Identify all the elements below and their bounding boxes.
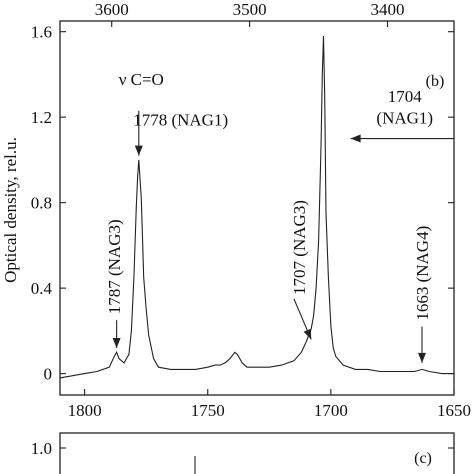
panel-label-b: (b) bbox=[426, 73, 445, 90]
arrow-head bbox=[418, 352, 426, 363]
ticks-group-b: 1800 1750 1700 1650 3600 3500 3400 0 0.4 0.8 1.2 1.… bbox=[31, 0, 471, 420]
panel-b: (b) Optical density, rel.u. 1800 1750 1700… bbox=[1, 0, 471, 420]
annotations-group: ν C=O 1778 (NAG1) 1704 (NAG1) 1787 (NAG3) 170… bbox=[105, 70, 433, 321]
x-tick-label: 1750 bbox=[191, 401, 225, 420]
plot-frame-b bbox=[59, 20, 455, 396]
annotation-label: ν C=O bbox=[119, 70, 164, 89]
spectrum-line bbox=[59, 35, 454, 379]
arrow-head bbox=[134, 145, 143, 156]
annotation-label: 1787 (NAG3) bbox=[105, 219, 124, 314]
x-tick-label: 1700 bbox=[314, 401, 348, 420]
annotation-label: 1778 (NAG1) bbox=[133, 111, 228, 130]
top-tick-label: 3600 bbox=[95, 0, 129, 19]
ticks-group-c: 1.0 bbox=[31, 439, 454, 458]
y-tick-label: 0.8 bbox=[31, 194, 52, 213]
y-tick-label: 0 bbox=[44, 365, 53, 384]
y-axis-label: Optical density, rel.u. bbox=[1, 137, 20, 283]
arrow-head bbox=[112, 338, 121, 348]
plot-frame-c bbox=[59, 432, 455, 474]
annotation-label: (NAG1) bbox=[376, 109, 433, 128]
top-tick-label: 3500 bbox=[233, 0, 267, 19]
top-tick-label: 3400 bbox=[371, 0, 405, 19]
y-tick-label-c: 1.0 bbox=[31, 439, 52, 458]
arrows-group bbox=[112, 110, 454, 363]
x-tick-label: 1650 bbox=[437, 401, 471, 420]
annotation-label: 1663 (NAG4) bbox=[413, 226, 432, 321]
y-tick-label: 1.6 bbox=[31, 23, 52, 42]
panel-label-c: (c) bbox=[414, 450, 432, 467]
arrow-head bbox=[303, 328, 312, 340]
y-tick-label: 1.2 bbox=[31, 108, 52, 127]
panel-c: (c) 1.0 bbox=[31, 432, 455, 474]
arrow-head bbox=[350, 134, 361, 143]
annotation-label: 1704 bbox=[388, 87, 423, 106]
x-tick-label: 1800 bbox=[68, 401, 102, 420]
y-tick-label: 0.4 bbox=[31, 279, 53, 298]
annotation-label: 1707 (NAG3) bbox=[290, 200, 309, 295]
